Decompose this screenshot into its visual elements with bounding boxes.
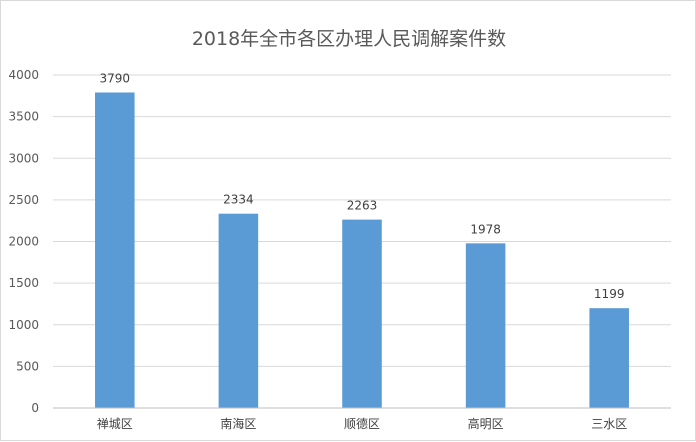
- bar-0: [95, 92, 135, 409]
- y-tick-label: 500: [16, 359, 39, 373]
- y-tick-label: 3000: [8, 151, 39, 165]
- y-tick-label: 0: [31, 401, 39, 415]
- y-tick-label: 2000: [8, 235, 39, 249]
- bar-3: [465, 243, 506, 408]
- data-label: 2263: [347, 199, 378, 213]
- y-tick-label: 2500: [8, 193, 39, 207]
- category-label: 三水区: [591, 417, 627, 431]
- data-labels: 3790 2334 2263 1978 1199: [100, 71, 625, 301]
- bar-4: [589, 308, 629, 408]
- y-tick-label: 1500: [8, 276, 39, 290]
- chart-title: 2018年全市各区办理人民调解案件数: [192, 28, 506, 50]
- y-tick-label: 3500: [8, 110, 39, 124]
- bar-1: [218, 213, 259, 408]
- category-label: 高明区: [468, 416, 504, 431]
- data-label: 2334: [223, 193, 254, 207]
- y-tick-label: 1000: [8, 318, 39, 332]
- category-label: 顺德区: [344, 416, 380, 431]
- category-label: 南海区: [220, 416, 256, 431]
- y-axis-ticks: 0 500 1000 1500 2000 2500 3000 3500 4000: [8, 68, 39, 415]
- y-tick-label: 4000: [8, 68, 39, 82]
- category-label: 禅城区: [97, 417, 133, 431]
- bars: [95, 92, 629, 409]
- bar-2: [342, 219, 382, 408]
- data-label: 1978: [470, 222, 501, 236]
- data-label: 1199: [594, 287, 625, 301]
- x-axis-categories: 禅城区 南海区 顺德区 高明区 三水区: [97, 416, 627, 431]
- data-label: 3790: [100, 71, 131, 85]
